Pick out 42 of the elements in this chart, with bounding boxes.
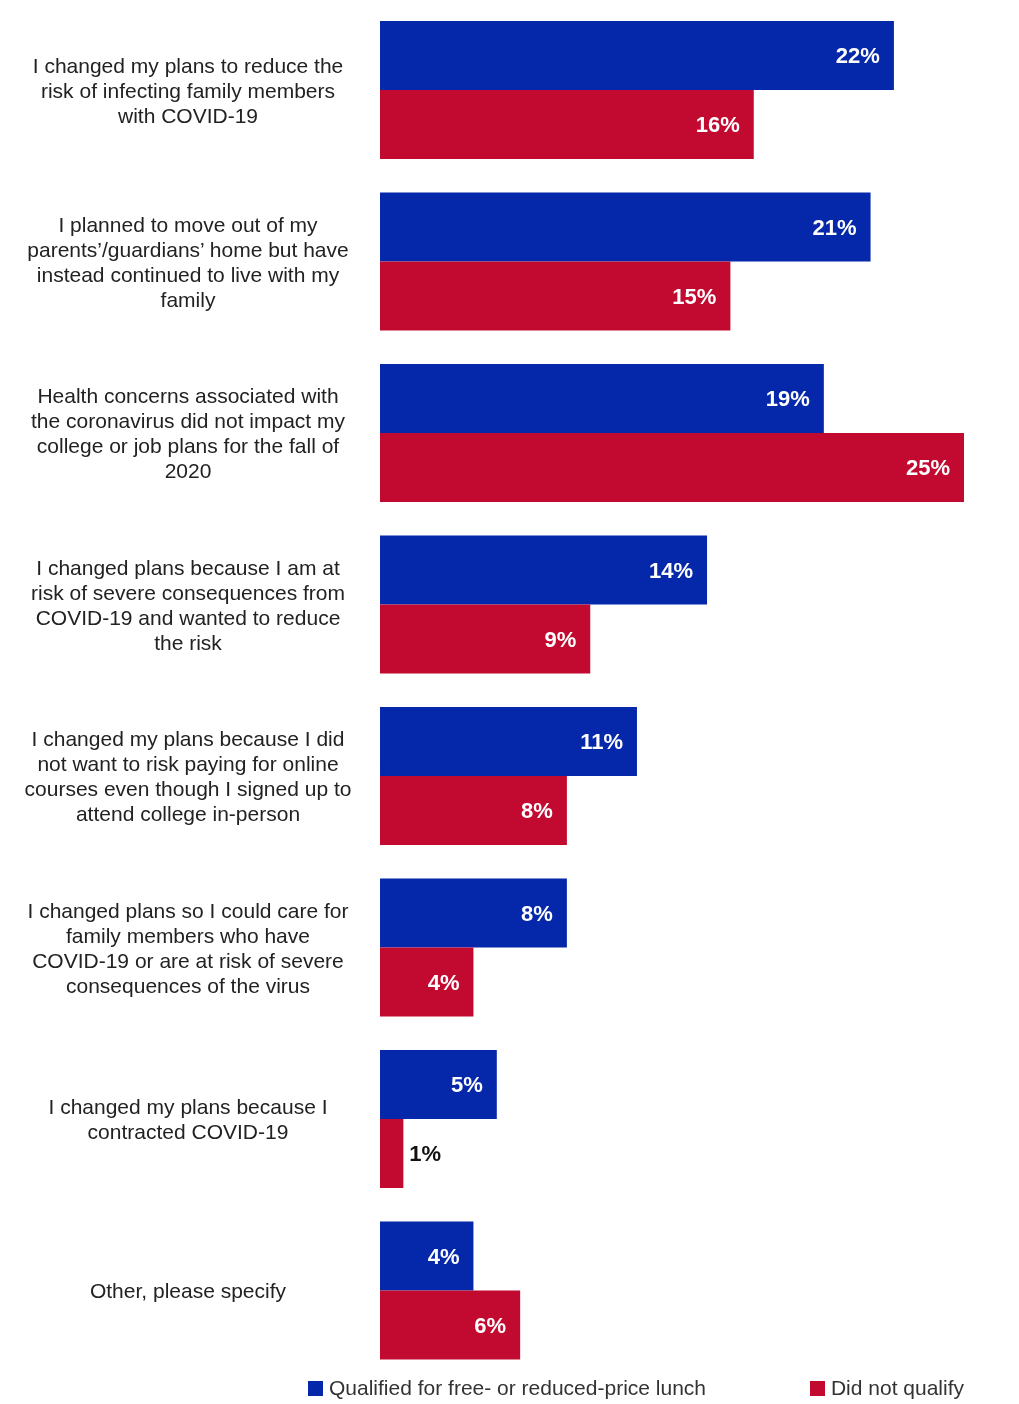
data-label: 9% <box>544 626 577 652</box>
data-label: 1% <box>409 1141 442 1166</box>
data-label: 15% <box>672 283 717 309</box>
bar <box>380 1221 474 1291</box>
y-tick-label: Other, please specify <box>89 1278 287 1302</box>
y-tick-label: Health concerns associated with the coronavirus did not impact my college or job plans for the fall of 2020 <box>31 383 346 482</box>
bar <box>380 707 637 776</box>
data-label: 22% <box>835 43 880 68</box>
bar <box>380 535 708 605</box>
data-label: 8% <box>521 798 553 823</box>
y-tick-label: I changed plans because I am at risk of severe consequences from COVID-19 and wanted to reduce the risk <box>31 555 345 654</box>
bar <box>380 261 731 331</box>
bar <box>380 776 567 845</box>
bar <box>380 433 964 502</box>
data-label: 6% <box>474 1312 507 1338</box>
bar <box>380 1119 404 1188</box>
bar <box>380 364 824 433</box>
data-label: 19% <box>765 386 810 411</box>
data-label: 4% <box>427 1243 460 1269</box>
bar <box>380 878 567 948</box>
y-tick-label: I changed my plans because I contracted COVID-19 <box>48 1094 328 1143</box>
data-label: 25% <box>905 455 950 480</box>
bar <box>380 947 474 1017</box>
y-tick-label: I changed plans so I could care for family members who have COVID-19 or are at risk of severe consequences of the virus <box>27 898 349 997</box>
data-label: 14% <box>648 557 694 583</box>
bar <box>380 604 591 674</box>
data-label: 5% <box>451 1072 483 1097</box>
data-label: 8% <box>521 900 553 926</box>
bar <box>380 1290 521 1360</box>
bar <box>380 1050 497 1119</box>
bar <box>380 21 894 90</box>
legend-label: Qualified for free- or reduced-price lunch <box>328 1376 707 1400</box>
data-label: 16% <box>695 112 740 137</box>
y-tick-label: I planned to move out of my parents’/guardians’ home but have instead continued to live with my family <box>27 212 349 311</box>
legend-label: Did not qualify <box>829 1376 964 1400</box>
y-tick-label: I changed my plans to reduce the risk of infecting family members with COVID-19 <box>32 53 344 127</box>
data-label: 21% <box>812 214 857 240</box>
bar <box>380 90 754 159</box>
data-label: 11% <box>580 729 623 754</box>
bar <box>380 192 871 262</box>
data-label: 4% <box>427 969 460 995</box>
y-tick-label: I changed my plans because I did not want to risk paying for online courses even though I signed up to attend college in-person <box>24 726 352 825</box>
